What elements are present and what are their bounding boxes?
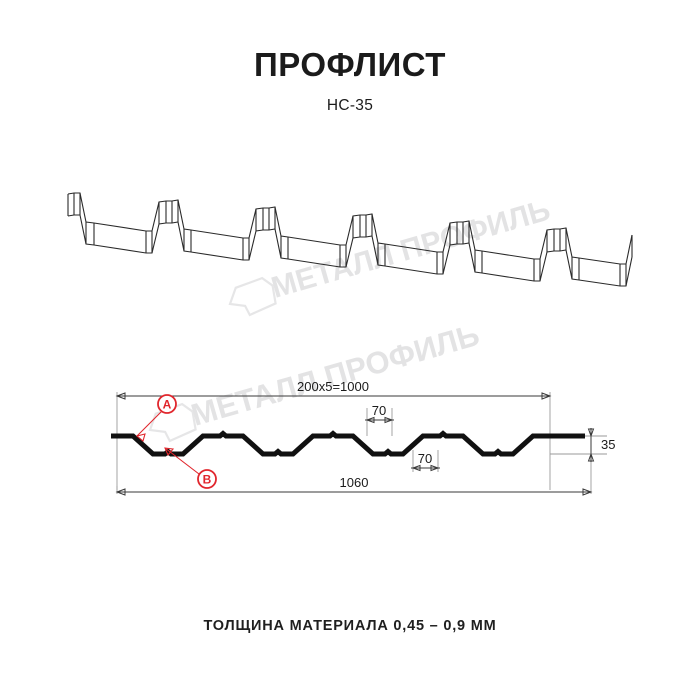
material-thickness-note: ТОЛЩИНА МАТЕРИАЛА 0,45 – 0,9 ММ (203, 618, 497, 634)
callout-a-circle (157, 394, 177, 414)
section-view: МЕТАЛЛ ПРОФИЛЬ 200x5=1000 (95, 317, 635, 508)
dimension-label-pitch-total: 200x5=1000 (297, 379, 369, 394)
callout-b: B (164, 447, 217, 489)
isometric-view: МЕТАЛЛ ПРОФИЛЬ (60, 176, 640, 317)
dimension-label-total-width: 1060 (340, 475, 369, 490)
watermark-logo-icon (228, 276, 277, 317)
dimension-label-height: 35 (601, 437, 615, 452)
watermark-text: МЕТАЛЛ ПРОФИЛЬ (268, 194, 554, 305)
page-title: ПРОФЛИСТ (254, 46, 446, 83)
dimension-label-bottom-flange: 70 (418, 451, 432, 466)
dimension-total-width: 1060 (115, 475, 593, 496)
watermark-text-2: МЕТАЛЛ ПРОФИЛЬ (187, 317, 483, 433)
dimension-height: 35 (587, 428, 615, 462)
dimension-pitch-total: 200x5=1000 (115, 379, 552, 400)
callout-b-circle (197, 469, 217, 489)
callout-a-leader (136, 411, 162, 437)
dimension-top-flange: 70 (365, 403, 394, 424)
dimension-bottom-flange: 70 (411, 451, 440, 472)
header-block: ПРОФЛИСТ НС-35 (0, 48, 700, 114)
dimension-label-top-flange: 70 (372, 403, 386, 418)
product-code: НС-35 (326, 97, 374, 114)
corrugation-body (67, 192, 633, 287)
isometric-svg: МЕТАЛЛ ПРОФИЛЬ (67, 192, 633, 317)
callout-a: A (135, 394, 177, 442)
section-svg: МЕТАЛЛ ПРОФИЛЬ 200x5=1000 (111, 317, 615, 496)
profile-outline (111, 430, 585, 457)
callout-b-label: B (203, 473, 212, 487)
callout-a-label: A (163, 398, 172, 412)
